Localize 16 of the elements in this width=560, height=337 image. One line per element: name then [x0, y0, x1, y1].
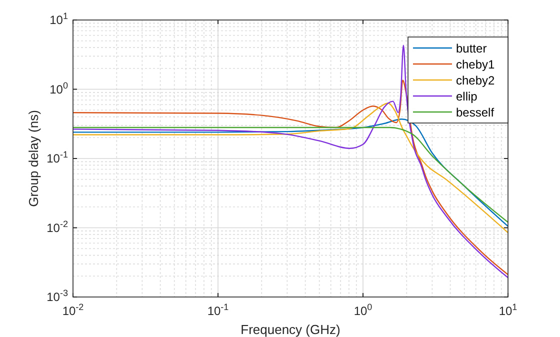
y-tick-label: 10$^{-2}$ [46, 218, 68, 235]
legend-label: cheby1 [456, 58, 496, 72]
y-axis-title: Group delay (ns) [26, 110, 41, 207]
x-tick-label: 10$^{-2}$ [62, 302, 84, 318]
legend-label: cheby2 [456, 74, 496, 88]
x-tick-label: 10$^{0}$ [354, 302, 372, 318]
y-tick-label: 10$^{1}$ [50, 11, 68, 27]
y-tick-label: 10$^{0}$ [50, 80, 68, 96]
legend-label: besself [456, 106, 495, 120]
legend-label: ellip [456, 90, 478, 104]
y-tick-label: 10$^{-3}$ [46, 288, 68, 304]
x-axis-title: Frequency (GHz) [240, 322, 340, 337]
x-tick-label: 10$^{-1}$ [207, 302, 229, 318]
y-tick-label: 10$^{-1}$ [46, 150, 68, 166]
legend-label: butter [456, 42, 487, 56]
x-tick-label: 10$^{1}$ [498, 302, 518, 318]
